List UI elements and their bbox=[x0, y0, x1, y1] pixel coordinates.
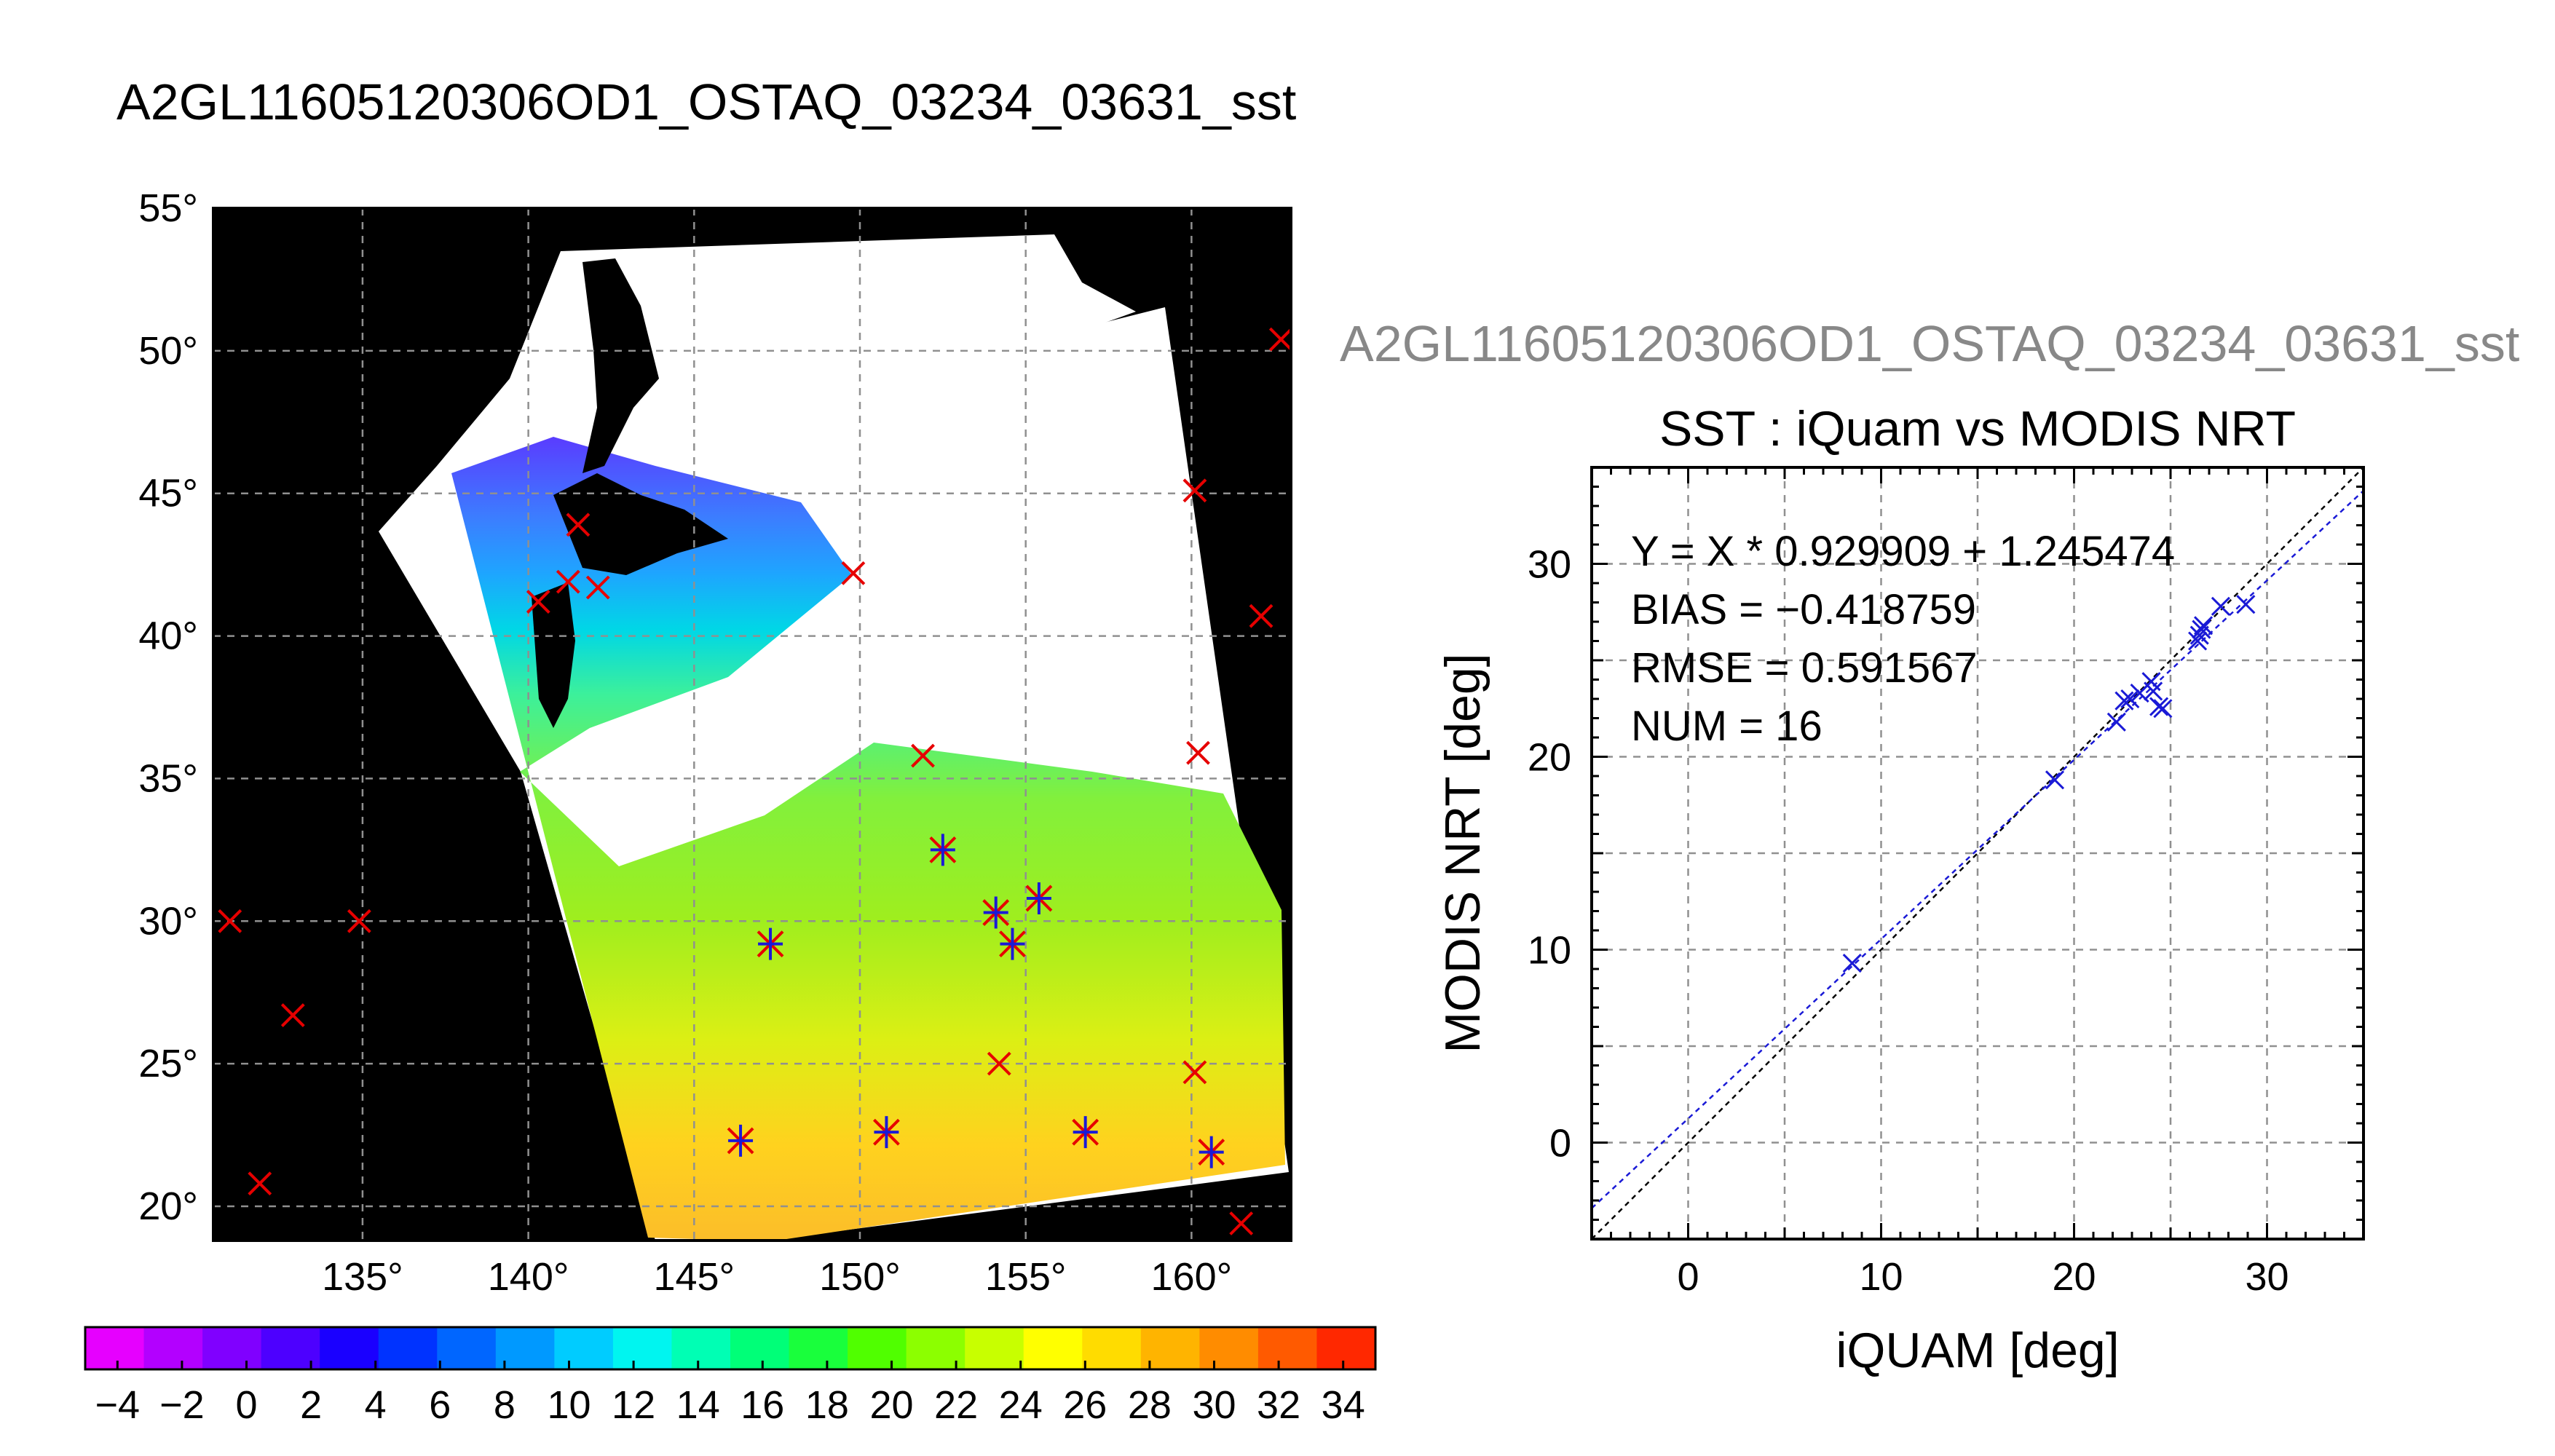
matched-plus-blue bbox=[758, 927, 783, 960]
map-y-tick-label: 45° bbox=[138, 472, 198, 515]
map-x-tick-label: 150° bbox=[819, 1255, 901, 1299]
map-y-tick-label: 30° bbox=[138, 899, 198, 943]
colorbar-tick-label: 12 bbox=[612, 1383, 655, 1427]
map-x-tick-label: 155° bbox=[985, 1255, 1067, 1299]
colorbar-bin bbox=[202, 1327, 262, 1369]
map-x-tick-label: 135° bbox=[322, 1255, 403, 1299]
sst-field bbox=[451, 437, 1285, 1241]
insitu-point-unmatched bbox=[1182, 478, 1207, 503]
colorbar-tick-label: 0 bbox=[235, 1383, 257, 1427]
colorbar-bin bbox=[320, 1327, 379, 1369]
colorbar-bin bbox=[1082, 1327, 1142, 1369]
colorbar-tick-label: −4 bbox=[95, 1383, 141, 1427]
insitu-point-matched bbox=[757, 927, 784, 960]
insitu-point-unmatched bbox=[556, 569, 580, 594]
colorbar-tick-label: 6 bbox=[429, 1383, 451, 1427]
map-x-tick-label: 140° bbox=[488, 1255, 569, 1299]
insitu-point-unmatched bbox=[347, 909, 371, 933]
colorbar-tick-label: 8 bbox=[494, 1383, 516, 1427]
colorbar-tick-label: 16 bbox=[741, 1383, 784, 1427]
colorbar-bin bbox=[437, 1327, 497, 1369]
insitu-point-matched bbox=[1198, 1136, 1225, 1168]
insitu-point-unmatched bbox=[280, 1003, 305, 1027]
insitu-point-unmatched bbox=[987, 1051, 1011, 1076]
map-x-tick-label: 145° bbox=[653, 1255, 735, 1299]
colorbar-bin bbox=[1023, 1327, 1083, 1369]
map-y-tick-label: 35° bbox=[138, 756, 198, 800]
colorbar-tick-label: 30 bbox=[1192, 1383, 1236, 1427]
colorbar-bin bbox=[554, 1327, 614, 1369]
matched-plus-blue bbox=[1198, 1136, 1224, 1168]
land-hokkaido bbox=[553, 473, 728, 575]
insitu-point-unmatched bbox=[218, 909, 242, 933]
map-frame bbox=[212, 207, 1292, 1242]
colorbar-tick-label: 22 bbox=[934, 1383, 978, 1427]
insitu-point-unmatched bbox=[526, 590, 550, 614]
land-sakhalin bbox=[583, 258, 659, 473]
map-y-tick-label: 50° bbox=[138, 329, 198, 373]
land-honshu-north bbox=[532, 582, 575, 728]
matched-plus-blue bbox=[1026, 882, 1051, 914]
colorbar-bin bbox=[1257, 1327, 1318, 1369]
colorbar-tick-label: 2 bbox=[300, 1383, 322, 1427]
insitu-point-unmatched bbox=[911, 743, 935, 768]
colorbar-bin bbox=[848, 1327, 907, 1369]
insitu-point-unmatched bbox=[248, 1171, 272, 1196]
map-x-tick-label: 160° bbox=[1151, 1255, 1233, 1299]
colorbar-tick-label: 10 bbox=[547, 1383, 591, 1427]
matched-plus-blue bbox=[1000, 927, 1025, 960]
colorbar-bin bbox=[730, 1327, 790, 1369]
insitu-point-matched bbox=[727, 1124, 754, 1157]
colorbar-tick-label: −2 bbox=[159, 1383, 205, 1427]
colorbar-tick-label: 14 bbox=[676, 1383, 720, 1427]
colorbar-tick-label: 32 bbox=[1257, 1383, 1300, 1427]
colorbar-bin bbox=[143, 1327, 203, 1369]
map-y-tick-label: 40° bbox=[138, 614, 198, 658]
colorbar-tick-label: 18 bbox=[805, 1383, 849, 1427]
insitu-point-unmatched bbox=[1268, 327, 1291, 352]
map-y-tick-label: 20° bbox=[138, 1184, 198, 1228]
insitu-point-matched bbox=[873, 1116, 900, 1149]
colorbar-bin bbox=[1199, 1327, 1259, 1369]
colorbar-tick-label: 4 bbox=[365, 1383, 387, 1427]
insitu-point-unmatched bbox=[1182, 1060, 1207, 1085]
matched-plus-blue bbox=[728, 1124, 754, 1157]
colorbar-bin bbox=[378, 1327, 438, 1369]
map-y-tick-label: 25° bbox=[138, 1042, 198, 1085]
colorbar-bin bbox=[612, 1327, 673, 1369]
matched-plus-blue bbox=[983, 896, 1008, 929]
main-title: A2GL11605120306OD1_OSTAQ_03234_03631_sst bbox=[117, 74, 1297, 130]
colorbar-bin bbox=[85, 1327, 145, 1369]
insitu-point-unmatched bbox=[1249, 604, 1273, 628]
insitu-point-unmatched bbox=[841, 561, 866, 585]
colorbar-frame bbox=[84, 1326, 1377, 1371]
matched-plus-blue bbox=[930, 834, 955, 866]
matched-plus-blue bbox=[1073, 1116, 1098, 1149]
colorbar-tick-label: 34 bbox=[1322, 1383, 1365, 1427]
scatter-header: A2GL11605120306OD1_OSTAQ_03234_03631_sst bbox=[1340, 315, 2520, 372]
insitu-point-unmatched bbox=[585, 575, 610, 600]
insitu-point-matched bbox=[929, 834, 957, 866]
matched-plus-blue bbox=[874, 1116, 899, 1149]
insitu-point-matched bbox=[999, 927, 1026, 960]
map-y-tick-label: 55° bbox=[138, 186, 198, 230]
insitu-point-matched bbox=[982, 896, 1010, 929]
colorbar-tick-label: 24 bbox=[999, 1383, 1043, 1427]
colorbar-bin bbox=[1316, 1327, 1376, 1369]
colorbar-bin bbox=[671, 1327, 731, 1369]
insitu-point-unmatched bbox=[566, 513, 591, 537]
insitu-point-matched bbox=[1025, 882, 1053, 914]
colorbar-tick-label: 28 bbox=[1128, 1383, 1172, 1427]
insitu-point-unmatched bbox=[1186, 740, 1210, 765]
colorbar-tick-label: 20 bbox=[869, 1383, 913, 1427]
insitu-point-matched bbox=[1072, 1116, 1099, 1149]
colorbar-tick-label: 26 bbox=[1063, 1383, 1107, 1427]
colorbar-bin bbox=[789, 1327, 848, 1369]
insitu-point-unmatched bbox=[1229, 1211, 1254, 1235]
colorbar-bin bbox=[965, 1327, 1024, 1369]
